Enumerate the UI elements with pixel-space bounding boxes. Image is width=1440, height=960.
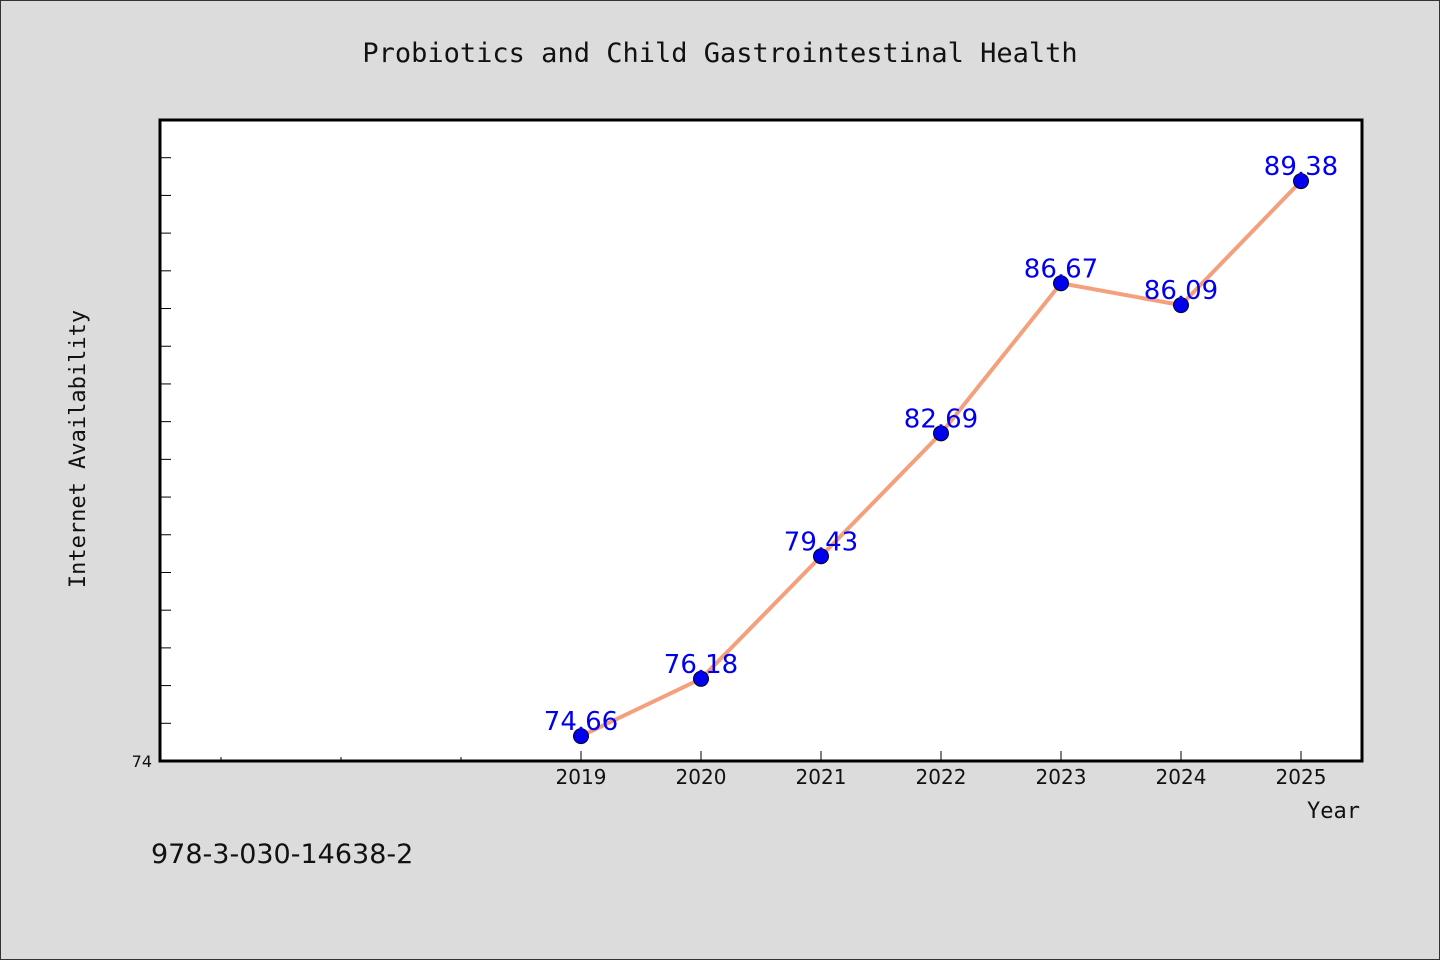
x-tick-label: 2021 bbox=[796, 765, 847, 789]
x-axis-ticks bbox=[220, 751, 1302, 761]
data-label: 86.09 bbox=[1144, 276, 1218, 306]
data-point bbox=[693, 670, 709, 687]
x-axis-tick-labels: 2019 2020 2021 2022 2023 2024 2025 bbox=[556, 765, 1327, 789]
data-label: 82.69 bbox=[904, 404, 978, 434]
data-label: 86.67 bbox=[1024, 254, 1098, 284]
x-tick-label: 2023 bbox=[1036, 765, 1087, 789]
data-point bbox=[933, 425, 949, 442]
x-tick-label: 2022 bbox=[916, 765, 967, 789]
data-point bbox=[1173, 297, 1189, 314]
data-label: 76.18 bbox=[664, 650, 738, 680]
data-point bbox=[1053, 275, 1069, 292]
plot-area bbox=[158, 118, 1364, 763]
data-point bbox=[573, 728, 589, 745]
chart-title: Probiotics and Child Gastrointestinal He… bbox=[362, 38, 1077, 69]
x-tick-label: 2024 bbox=[1156, 765, 1207, 789]
x-tick-label: 2019 bbox=[556, 765, 607, 789]
series-layer: 74.66 76.18 79.43 82.69 86.67 86.09 89.38 bbox=[544, 152, 1338, 745]
footnote: 978-3-030-14638-2 bbox=[151, 839, 413, 870]
data-point bbox=[813, 548, 829, 565]
x-tick-label: 2025 bbox=[1276, 765, 1327, 789]
y-axis-min-label: 74 bbox=[132, 752, 152, 771]
data-label: 74.66 bbox=[544, 707, 618, 737]
data-label: 79.43 bbox=[784, 527, 858, 557]
x-axis-title: Year bbox=[1307, 799, 1360, 824]
y-axis-ticks bbox=[160, 157, 171, 724]
data-label: 89.38 bbox=[1264, 152, 1338, 182]
data-point bbox=[1293, 173, 1309, 190]
y-axis-title: Internet Availability bbox=[66, 310, 91, 588]
x-tick-label: 2020 bbox=[676, 765, 727, 789]
